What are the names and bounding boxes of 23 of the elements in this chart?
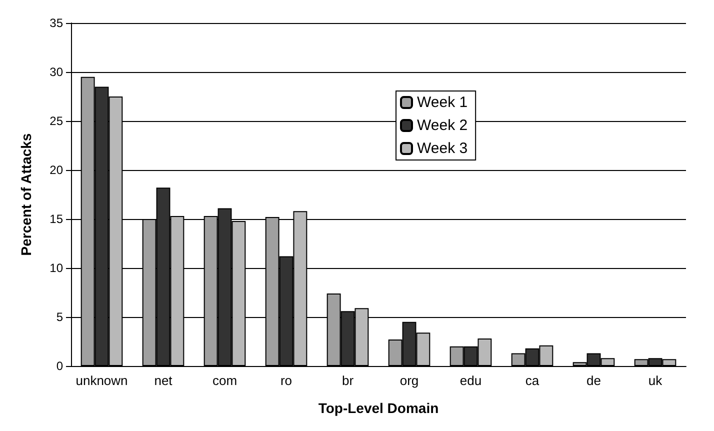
- y-tick-label: 35: [50, 16, 64, 30]
- y-tick-label: 20: [50, 163, 64, 177]
- x-tick-label: net: [154, 373, 173, 388]
- x-tick-label: org: [400, 373, 419, 388]
- x-tick-label: br: [342, 373, 354, 388]
- y-tick-label: 0: [56, 359, 64, 373]
- legend-label: Week 3: [417, 140, 468, 157]
- legend-label: Week 2: [417, 117, 468, 134]
- x-tick-label: uk: [648, 373, 663, 388]
- x-tick-label: com: [212, 373, 238, 388]
- x-tick-label: edu: [460, 373, 482, 388]
- x-tick-label: ro: [280, 373, 292, 388]
- x-axis-title: Top-Level Domain: [318, 400, 439, 416]
- y-axis-title: Percent of Attacks: [18, 133, 34, 256]
- legend-label: Week 1: [417, 94, 468, 111]
- y-tick-label: 15: [50, 212, 64, 226]
- x-tick-label: unknown: [76, 373, 128, 388]
- y-tick-label: 25: [50, 114, 64, 128]
- y-tick-label: 30: [50, 65, 64, 79]
- x-tick-label: de: [586, 373, 601, 388]
- y-tick-label: 5: [56, 310, 64, 324]
- x-tick-label: ca: [525, 373, 540, 388]
- y-tick-label: 10: [50, 261, 64, 275]
